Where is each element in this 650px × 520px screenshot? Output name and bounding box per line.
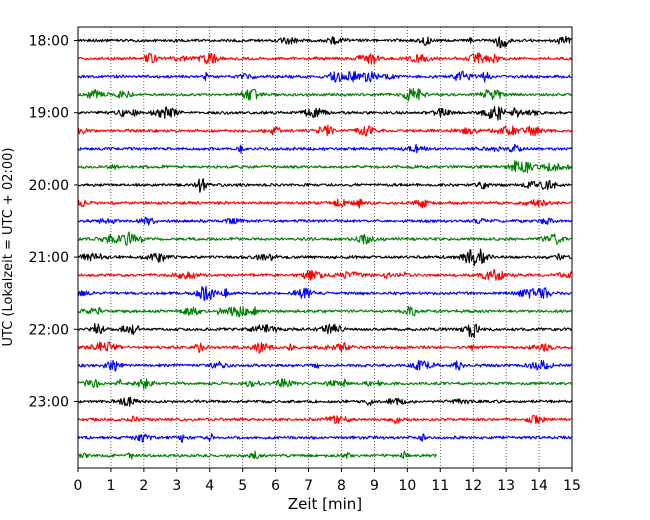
x-tick-label: 15 bbox=[563, 478, 581, 494]
trace-line bbox=[77, 231, 572, 246]
trace-line bbox=[77, 396, 573, 407]
x-tick-label: 3 bbox=[172, 478, 181, 494]
plot-frame bbox=[77, 26, 573, 469]
trace-line bbox=[77, 432, 572, 443]
trace-line bbox=[77, 87, 572, 102]
trace-line bbox=[77, 378, 572, 390]
trace-line bbox=[77, 415, 572, 425]
trace-line bbox=[77, 198, 572, 209]
x-tick-label: 6 bbox=[271, 478, 280, 494]
trace-line bbox=[77, 268, 572, 281]
trace-line bbox=[77, 70, 572, 83]
trace-line bbox=[77, 341, 573, 354]
trace-line bbox=[77, 143, 572, 154]
x-tick-label: 7 bbox=[304, 478, 313, 494]
trace-line bbox=[77, 52, 573, 65]
trace-line bbox=[77, 305, 572, 318]
y-tick-label: 20:00 bbox=[29, 178, 69, 194]
trace-line bbox=[77, 160, 572, 174]
x-tick-label: 12 bbox=[464, 478, 482, 494]
x-tick-label: 10 bbox=[398, 478, 416, 494]
trace-line bbox=[77, 248, 572, 267]
x-tick-label: 14 bbox=[530, 478, 548, 494]
trace-line bbox=[77, 35, 572, 49]
y-axis-ticks: 18:00 19:00 20:00 21:00 22:00 23:00 bbox=[29, 34, 78, 411]
x-tick-label: 8 bbox=[337, 478, 346, 494]
x-tick-label: 1 bbox=[106, 478, 115, 494]
x-tick-label: 11 bbox=[431, 478, 449, 494]
y-tick-label: 18:00 bbox=[29, 34, 69, 50]
x-tick-label: 4 bbox=[205, 478, 214, 494]
y-tick-label: 21:00 bbox=[29, 250, 69, 266]
trace-line bbox=[77, 216, 572, 226]
y-axis-label: UTC (Lokalzeit = UTC + 02:00) bbox=[1, 148, 16, 347]
trace-series bbox=[77, 35, 573, 460]
trace-line bbox=[77, 359, 572, 372]
trace-line bbox=[77, 124, 573, 137]
x-tick-label: 0 bbox=[74, 478, 83, 494]
trace-line bbox=[77, 450, 437, 460]
x-tick-label: 2 bbox=[139, 478, 148, 494]
trace-line bbox=[77, 178, 572, 193]
x-axis-ticks: 0 1 2 3 4 5 6 7 8 9 10 11 12 13 14 15 bbox=[74, 468, 581, 494]
plot-area bbox=[78, 27, 572, 468]
x-tick-label: 5 bbox=[238, 478, 247, 494]
y-tick-label: 19:00 bbox=[29, 106, 69, 122]
x-tick-label: 9 bbox=[370, 478, 379, 494]
x-axis-label: Zeit [min] bbox=[288, 495, 362, 513]
trace-line bbox=[77, 285, 572, 301]
trace-line bbox=[77, 322, 573, 339]
y-tick-label: 23:00 bbox=[29, 395, 69, 411]
x-tick-label: 13 bbox=[497, 478, 515, 494]
y-tick-label: 22:00 bbox=[29, 322, 69, 338]
trace-line bbox=[77, 106, 572, 121]
